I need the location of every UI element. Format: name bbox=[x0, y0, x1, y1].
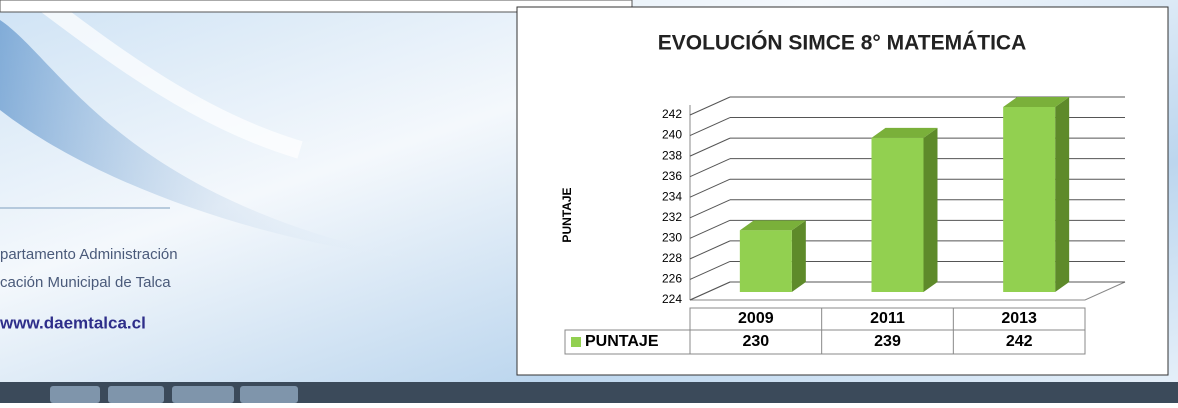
grid-line bbox=[689, 240, 731, 260]
grid-line bbox=[689, 260, 731, 280]
grid-line bbox=[689, 178, 731, 198]
y-tick-label: 224 bbox=[662, 292, 682, 306]
bar bbox=[871, 137, 924, 292]
grid-line bbox=[689, 137, 731, 157]
x-tick-label: 2013 bbox=[1001, 310, 1037, 327]
x-tick-label: 2011 bbox=[870, 310, 905, 327]
grid-line bbox=[689, 199, 731, 219]
table-border bbox=[564, 329, 1086, 355]
y-tick-label: 230 bbox=[662, 231, 682, 245]
y-tick-label: 236 bbox=[662, 169, 682, 183]
taskbar-button[interactable] bbox=[50, 386, 100, 403]
swirl bbox=[0, 20, 420, 260]
y-axis-label: PUNTAJE bbox=[560, 187, 574, 242]
y-tick-label: 238 bbox=[662, 148, 682, 162]
y-tick-label: 240 bbox=[662, 128, 682, 142]
taskbar-button[interactable] bbox=[108, 386, 164, 403]
y-tick-label: 242 bbox=[662, 107, 682, 121]
bar bbox=[739, 230, 792, 292]
taskbar-button[interactable] bbox=[240, 386, 298, 403]
table-value: 230 bbox=[742, 333, 769, 350]
chart-frame bbox=[516, 6, 1169, 376]
bar-top bbox=[871, 127, 938, 138]
grid-line bbox=[689, 281, 731, 301]
y-tick-label: 226 bbox=[662, 272, 682, 286]
org-line: partamento Administración bbox=[0, 246, 178, 263]
bar-top bbox=[739, 220, 806, 231]
x-tick-label: 2009 bbox=[738, 310, 774, 327]
table-value: 239 bbox=[874, 333, 901, 350]
chart-title: EVOLUCIÓN SIMCE 8° MATEMÁTICA bbox=[658, 31, 1027, 55]
window-edge bbox=[0, 0, 633, 13]
grid-line bbox=[689, 158, 731, 178]
legend-label: PUNTAJE bbox=[585, 333, 659, 350]
table-value: 242 bbox=[1006, 333, 1033, 350]
org-line: cación Municipal de Talca bbox=[0, 274, 171, 291]
url: www.daemtalca.cl bbox=[0, 313, 146, 332]
y-tick-label: 228 bbox=[662, 251, 682, 265]
taskbar-button[interactable] bbox=[172, 386, 234, 403]
grid-line bbox=[689, 96, 731, 116]
y-tick-label: 232 bbox=[662, 210, 682, 224]
bar-side bbox=[1055, 97, 1070, 292]
swirl bbox=[34, 0, 303, 159]
legend-key bbox=[571, 337, 581, 347]
grid-line bbox=[689, 219, 731, 239]
bar-side bbox=[923, 127, 938, 292]
bar bbox=[1003, 107, 1056, 292]
bar-side bbox=[791, 220, 806, 292]
bar-top bbox=[1003, 97, 1070, 107]
y-tick-label: 234 bbox=[662, 189, 682, 203]
grid-line bbox=[689, 117, 731, 137]
